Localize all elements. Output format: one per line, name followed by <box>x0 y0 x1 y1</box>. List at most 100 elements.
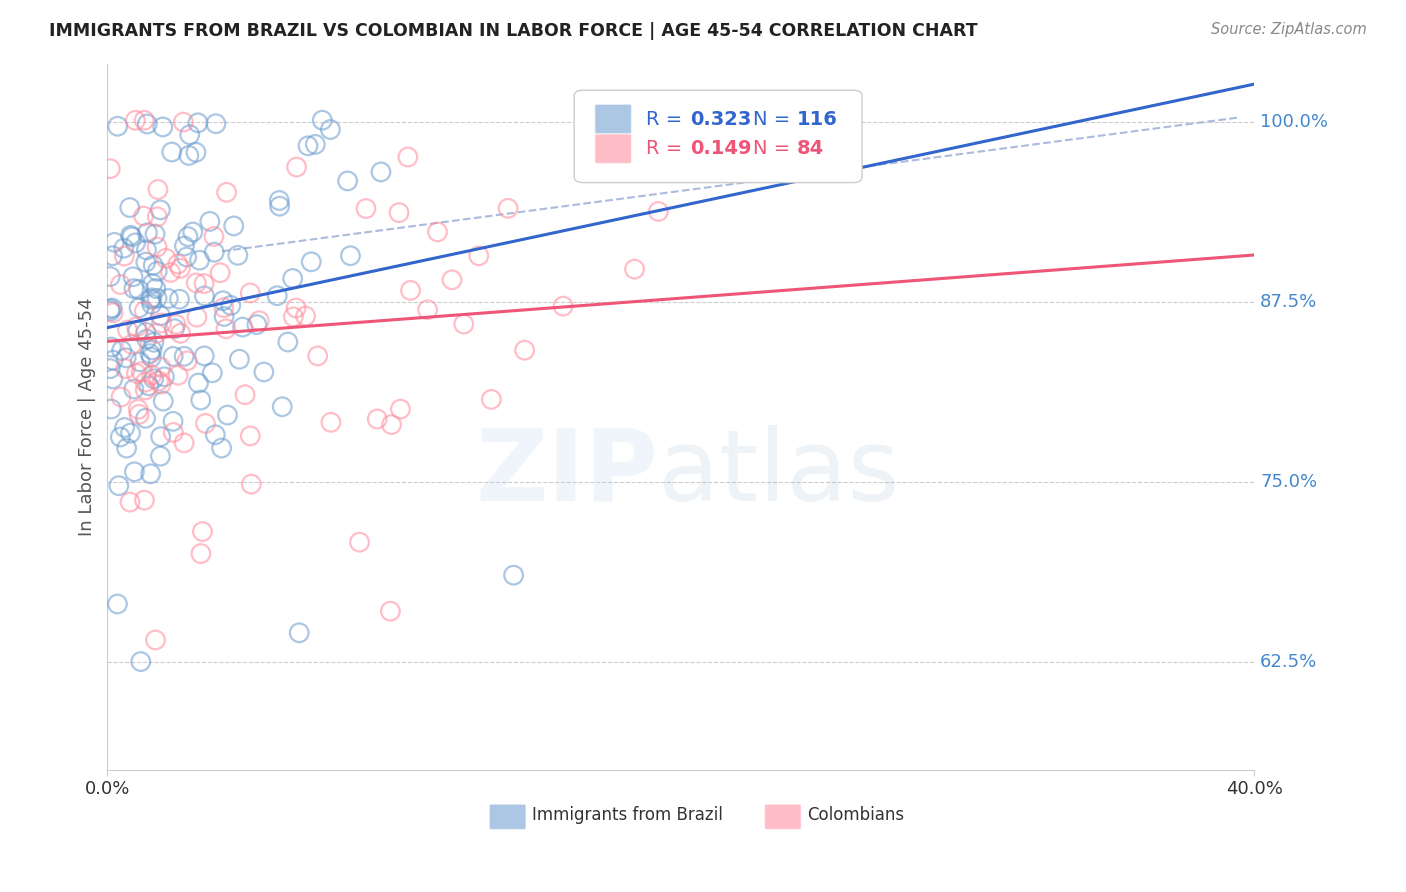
Point <box>202 245 225 260</box>
Point <box>162 414 184 428</box>
Point <box>142 258 165 272</box>
Point <box>146 264 169 278</box>
Point <box>399 284 422 298</box>
Point <box>142 335 165 350</box>
Point <box>339 249 361 263</box>
Point <box>134 375 156 389</box>
Point <box>212 310 235 324</box>
Point <box>240 477 263 491</box>
Point <box>152 394 174 409</box>
Text: 0.323: 0.323 <box>690 110 751 128</box>
Point <box>349 535 371 549</box>
Point <box>125 319 148 334</box>
Point <box>120 228 142 243</box>
Point <box>122 269 145 284</box>
Point <box>186 276 208 290</box>
Point <box>176 354 198 368</box>
Point <box>115 351 138 365</box>
Point <box>215 322 238 336</box>
Point <box>135 326 157 340</box>
Point <box>198 214 221 228</box>
Point <box>101 353 124 368</box>
Point <box>239 429 262 443</box>
Point <box>110 390 132 404</box>
Point <box>98 361 121 376</box>
Text: 116: 116 <box>797 110 838 128</box>
Point <box>135 243 157 257</box>
Point <box>122 282 145 296</box>
Point <box>146 182 169 196</box>
Point <box>142 277 165 291</box>
Point <box>128 301 150 315</box>
Point <box>107 120 129 134</box>
Point <box>169 326 191 341</box>
Point <box>115 441 138 455</box>
Point <box>136 226 159 240</box>
Point <box>112 241 135 255</box>
Point <box>134 113 156 128</box>
Point <box>389 402 412 417</box>
Point <box>201 366 224 380</box>
Point <box>370 165 392 179</box>
Point <box>135 255 157 269</box>
Point <box>453 317 475 331</box>
Point <box>98 301 121 316</box>
Point <box>107 478 129 492</box>
Point <box>440 273 463 287</box>
Point <box>110 277 132 292</box>
Point <box>380 604 402 618</box>
Point <box>193 289 215 303</box>
Point <box>152 120 174 134</box>
Point <box>124 113 146 128</box>
Point <box>311 113 333 128</box>
Point <box>468 249 491 263</box>
Point <box>188 253 211 268</box>
Point <box>426 225 449 239</box>
Point <box>304 137 326 152</box>
Point <box>146 210 169 224</box>
Point <box>142 372 165 386</box>
Point <box>271 400 294 414</box>
Point <box>232 320 254 334</box>
Point <box>166 257 188 271</box>
Point <box>253 365 276 379</box>
Point <box>100 402 122 417</box>
Point <box>169 261 191 276</box>
Point <box>110 430 132 444</box>
Point <box>100 340 122 354</box>
Text: Immigrants from Brazil: Immigrants from Brazil <box>531 806 723 824</box>
Text: IMMIGRANTS FROM BRAZIL VS COLOMBIAN IN LABOR FORCE | AGE 45-54 CORRELATION CHART: IMMIGRANTS FROM BRAZIL VS COLOMBIAN IN L… <box>49 22 977 40</box>
Point <box>148 374 170 388</box>
Point <box>121 337 143 351</box>
Point <box>146 240 169 254</box>
Point <box>205 117 228 131</box>
Point <box>191 524 214 539</box>
Point <box>141 350 163 364</box>
Point <box>277 334 299 349</box>
Point <box>146 291 169 305</box>
Point <box>211 441 233 455</box>
Point <box>131 365 153 379</box>
Point <box>139 467 162 481</box>
Point <box>502 568 524 582</box>
Point <box>159 265 181 279</box>
Point <box>181 225 204 239</box>
Point <box>266 289 288 303</box>
Point <box>120 426 142 441</box>
Point <box>194 417 217 431</box>
Point <box>143 227 166 241</box>
FancyBboxPatch shape <box>595 104 631 134</box>
Point <box>101 306 124 320</box>
Point <box>121 230 143 244</box>
Point <box>496 202 519 216</box>
Point <box>233 388 256 402</box>
Point <box>139 293 162 307</box>
Point <box>513 343 536 358</box>
Point <box>209 266 232 280</box>
Text: N =: N = <box>754 139 797 158</box>
Point <box>247 314 270 328</box>
Point <box>380 417 402 432</box>
Text: N =: N = <box>754 110 797 128</box>
Point <box>145 282 167 296</box>
Point <box>141 368 163 383</box>
